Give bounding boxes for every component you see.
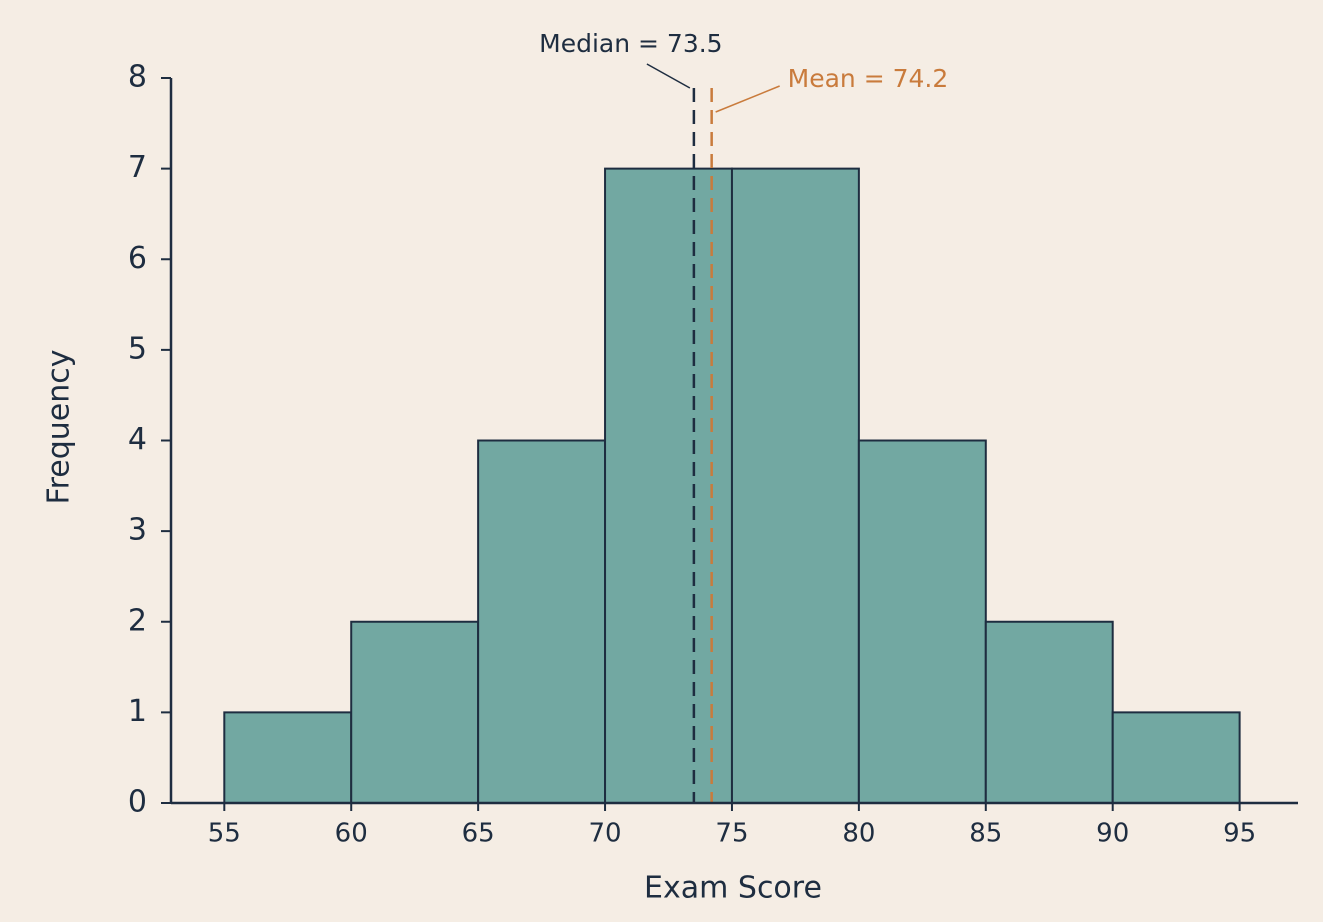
x-tick-label: 55 <box>208 819 241 849</box>
x-tick-label: 60 <box>335 819 368 849</box>
bar <box>477 439 607 804</box>
annotation-leader <box>646 63 691 89</box>
x-tick-label: 75 <box>715 819 748 849</box>
bar <box>350 620 480 804</box>
y-tick-label: 5 <box>128 331 147 366</box>
x-tick-label: 95 <box>1223 819 1256 849</box>
annotation-leader <box>715 85 780 113</box>
bar <box>857 439 987 804</box>
x-tick-label: 90 <box>1096 819 1129 849</box>
y-tick-label: 6 <box>128 241 147 276</box>
annotation-label: Mean = 74.2 <box>788 64 949 93</box>
x-tick-label: 65 <box>462 819 495 849</box>
annotation-label: Median = 73.5 <box>539 29 722 58</box>
y-tick-label: 1 <box>128 694 147 729</box>
bar <box>730 167 860 804</box>
x-tick-label: 85 <box>969 819 1002 849</box>
bar <box>223 711 353 804</box>
x-tick-label: 80 <box>842 819 875 849</box>
x-tick-label: 70 <box>589 819 622 849</box>
y-tick-label: 4 <box>128 422 147 457</box>
y-tick-label: 7 <box>128 150 147 185</box>
bar <box>604 167 733 804</box>
y-tick-label: 0 <box>128 785 147 820</box>
y-axis-label: Frequency <box>42 350 77 505</box>
bar <box>984 620 1114 804</box>
y-tick-label: 3 <box>128 513 147 548</box>
y-tick-label: 8 <box>128 60 147 95</box>
bar <box>1111 711 1241 804</box>
x-axis-label: Exam Score <box>644 871 822 906</box>
y-tick-label: 2 <box>128 603 147 638</box>
